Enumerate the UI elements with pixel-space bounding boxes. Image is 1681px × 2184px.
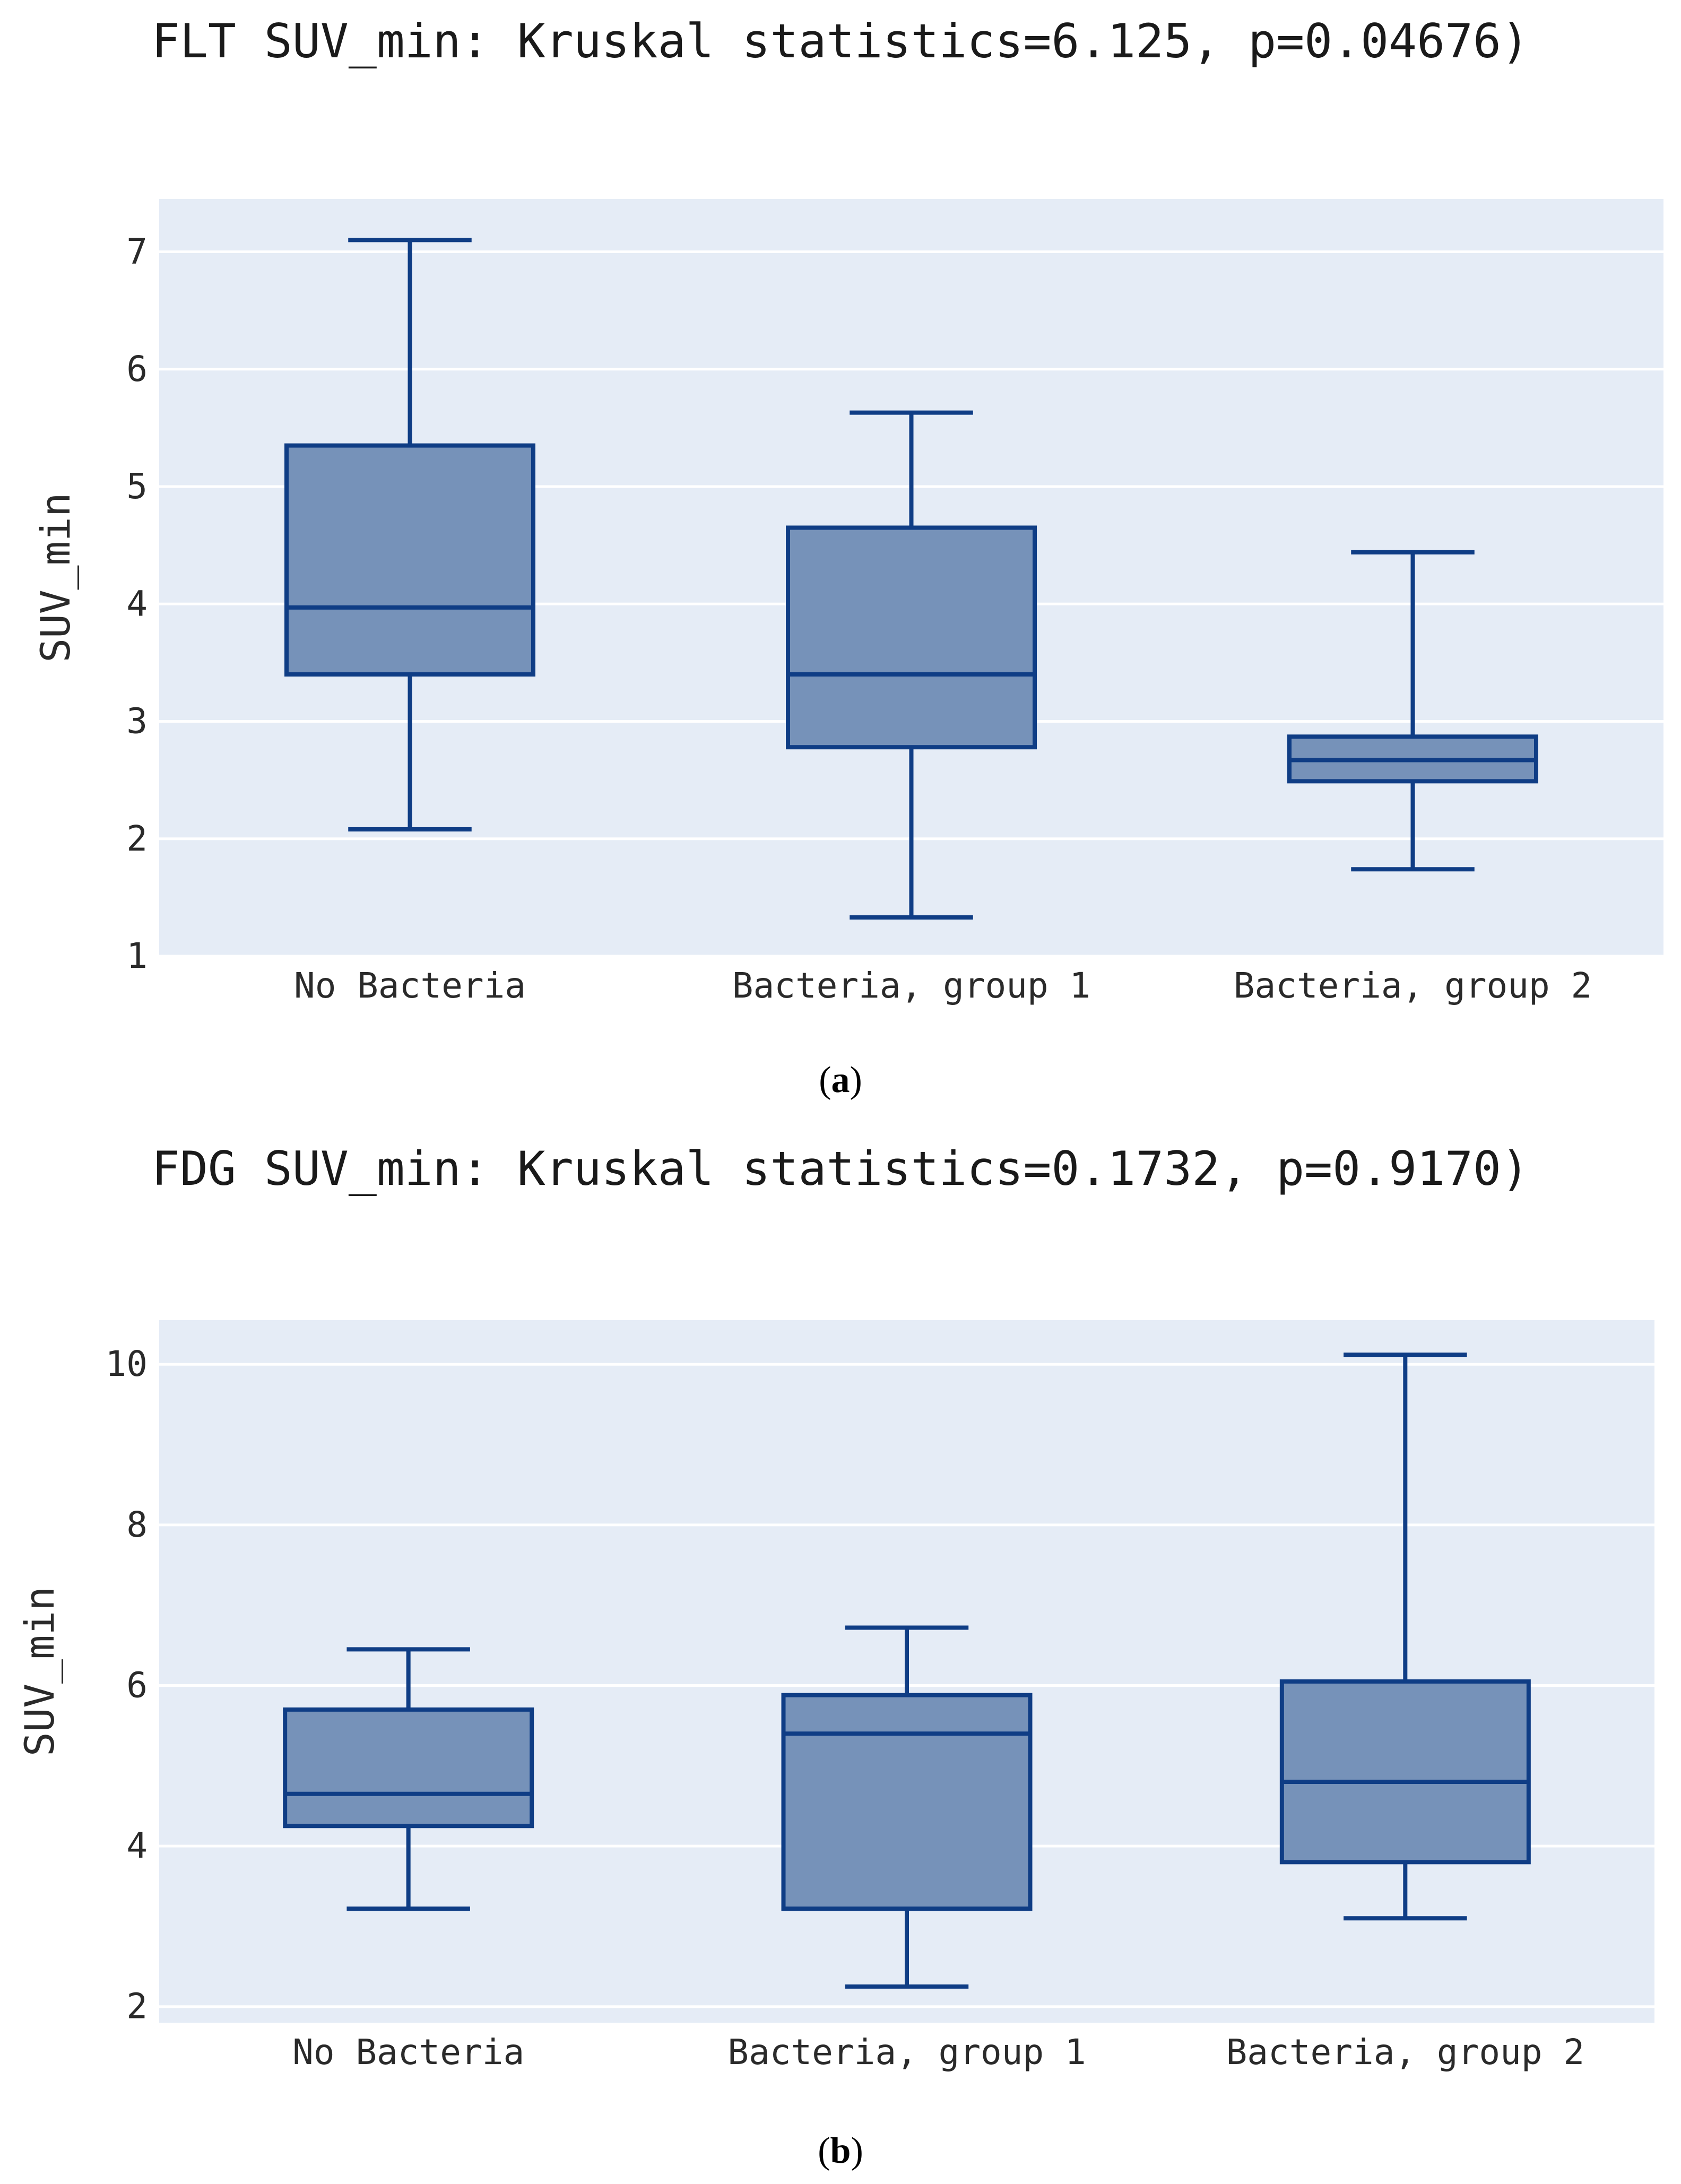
chart-title: FLT SUV_min: Kruskal statistics=6.125, p… [152, 14, 1529, 68]
y-tick-label: 3 [126, 701, 148, 742]
iqr-box [284, 443, 535, 677]
box-2 [786, 410, 1037, 920]
y-tick-label: 7 [126, 231, 148, 272]
y-axis-label: SUV_min [16, 1587, 63, 1756]
y-tick-label: 1 [126, 935, 148, 976]
panel-label-a: (a) [819, 1060, 862, 1100]
x-tick-label: Bacteria, group 2 [1226, 2032, 1585, 2073]
y-tick-label: 6 [126, 349, 148, 389]
y-tick-label: 8 [126, 1504, 148, 1545]
box-3 [1287, 550, 1538, 872]
x-tick-label: Bacteria, group 1 [727, 2032, 1086, 2073]
panel-label-letter: a [831, 1060, 850, 1100]
box-1 [284, 238, 535, 832]
iqr-box [1279, 1679, 1531, 1865]
y-tick-label: 10 [106, 1344, 148, 1384]
iqr-box [283, 1707, 534, 1828]
x-axis-ticks: No Bacteria Bacteria, group 1 Bacteria, gr… [292, 2032, 1584, 2073]
y-tick-label: 4 [126, 583, 148, 624]
x-axis-ticks: No Bacteria Bacteria, group 1 Bacteria, gr… [294, 965, 1592, 1006]
iqr-box [781, 1693, 1033, 1911]
y-axis-ticks: 1 2 3 4 5 6 7 [126, 231, 148, 976]
box-series [283, 1353, 1531, 1989]
y-tick-label: 2 [126, 818, 148, 859]
panel-label-letter: b [830, 2130, 851, 2171]
box-series [284, 238, 1538, 920]
y-tick-label: 2 [126, 1986, 148, 2027]
y-tick-label: 5 [126, 466, 148, 507]
box-3 [1279, 1353, 1531, 1921]
chart-title: FDG SUV_min: Kruskal statistics=0.1732, … [152, 1141, 1529, 1196]
x-tick-label: No Bacteria [294, 965, 526, 1006]
y-axis-label: SUV_min [32, 492, 79, 662]
panel-label-b: (b) [818, 2130, 863, 2171]
box-1 [283, 1647, 534, 1911]
chart-panel-a: FLT SUV_min: Kruskal statistics=6.125, p… [32, 14, 1663, 1100]
x-tick-label: Bacteria, group 2 [1234, 965, 1592, 1006]
x-tick-label: Bacteria, group 1 [732, 965, 1091, 1006]
box-2 [781, 1625, 1033, 1989]
x-tick-label: No Bacteria [292, 2032, 524, 2073]
y-tick-label: 6 [126, 1665, 148, 1705]
chart-panel-b: FDG SUV_min: Kruskal statistics=0.1732, … [16, 1141, 1654, 2171]
y-tick-label: 4 [126, 1825, 148, 1866]
iqr-box [786, 525, 1037, 750]
y-axis-ticks: 2 4 6 8 10 [106, 1344, 148, 2027]
